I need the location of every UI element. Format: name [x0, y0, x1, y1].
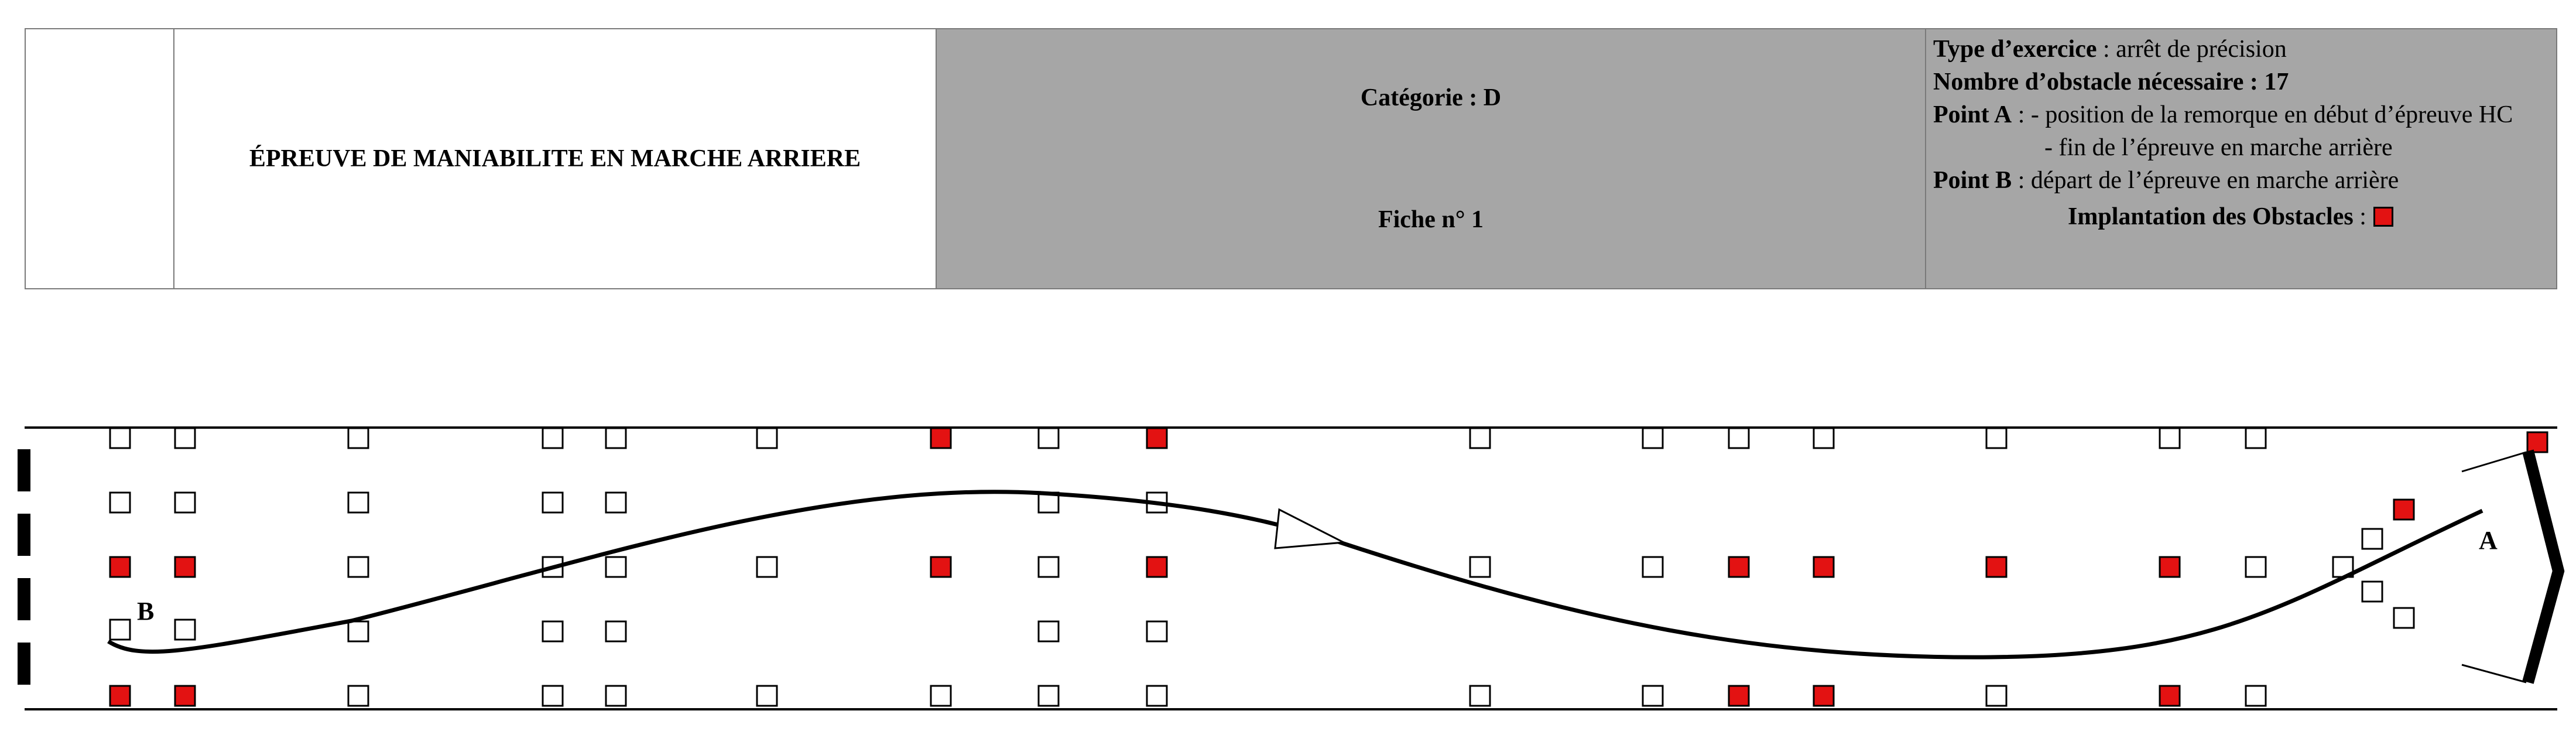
direction-arrow-icon [1274, 508, 1347, 549]
obstacle-white [347, 620, 369, 643]
exercise-title: ÉPREUVE DE MANIABILITE EN MARCHE ARRIERE [173, 28, 937, 289]
obstacle-white [347, 491, 369, 514]
obstacle-white [1146, 620, 1168, 643]
obstacle-white [2393, 607, 2415, 629]
exercise-type: Type d’exercice : arrêt de précision [1933, 36, 2287, 63]
obstacle-white [1469, 427, 1491, 449]
obstacle-white [756, 685, 778, 707]
obstacle-red [1728, 685, 1750, 707]
obstacle-white [542, 685, 564, 707]
obstacle-white [1469, 685, 1491, 707]
point-a-label: A [2479, 526, 2498, 555]
reversing-path [107, 490, 2483, 660]
obstacle-white [174, 427, 196, 449]
obstacle-white [1469, 556, 1491, 578]
obstacle-white [109, 427, 131, 449]
header-blank-cell [25, 28, 174, 289]
obstacle-white [2159, 427, 2181, 449]
obstacle-white [1985, 427, 2008, 449]
end-guide-line [2461, 664, 2527, 684]
sheet-number: Fiche n° 1 [1378, 206, 1484, 233]
obstacle-white [2361, 528, 2383, 550]
obstacle-white [2245, 685, 2267, 707]
end-zone [2461, 449, 2565, 684]
obstacle-red [2393, 498, 2415, 521]
obstacles [109, 427, 2548, 707]
obstacle-red [1813, 685, 1835, 707]
obstacle-white [756, 427, 778, 449]
point-a-desc: Point A : - position de la remorque en d… [1933, 101, 2513, 161]
obstacle-white [605, 685, 627, 707]
obstacle-white [2245, 556, 2267, 578]
obstacle-red [1813, 556, 1835, 578]
obstacle-white [605, 427, 627, 449]
lane-boundaries [25, 426, 2557, 710]
obstacle-white [1037, 427, 1060, 449]
point-b-desc: Point B : départ de l’épreuve en marche … [1933, 167, 2399, 194]
obstacle-white [347, 685, 369, 707]
barrier-bar [18, 514, 30, 556]
obstacle-white [347, 427, 369, 449]
obstacle-red [2526, 431, 2548, 453]
obstacle-white [542, 427, 564, 449]
start-barrier [18, 449, 30, 685]
obstacle-white [174, 619, 196, 641]
obstacle-white [930, 685, 952, 707]
obstacle-white [1037, 556, 1060, 578]
obstacle-white [542, 491, 564, 514]
obstacle-white [1728, 427, 1750, 449]
obstacle-red [1146, 556, 1168, 578]
obstacle-white [605, 556, 627, 578]
obstacle-white [756, 556, 778, 578]
obstacle-white [1642, 427, 1664, 449]
obstacle-white [1642, 685, 1664, 707]
obstacle-red [930, 427, 952, 449]
header-table: ÉPREUVE DE MANIABILITE EN MARCHE ARRIERE… [25, 28, 2557, 289]
obstacle-red [1146, 427, 1168, 449]
category-cell: Catégorie : D Fiche n° 1 [936, 28, 1926, 289]
obstacle-white [1037, 685, 1060, 707]
obstacle-white [174, 491, 196, 514]
red-obstacle-swatch-icon [2373, 207, 2393, 227]
obstacle-white [109, 619, 131, 641]
obstacle-red [930, 556, 952, 578]
obstacle-white [1813, 427, 1835, 449]
obstacle-red [174, 685, 196, 707]
info-cell: Type d’exercice : arrêt de précision Nom… [1925, 28, 2557, 289]
obstacle-white [2361, 580, 2383, 603]
obstacle-red [109, 556, 131, 578]
obstacle-red [174, 556, 196, 578]
obstacle-red [2159, 685, 2181, 707]
end-chevron [2522, 449, 2565, 684]
category-label: Catégorie : D [1360, 84, 1502, 111]
obstacles-needed: Nombre d’obstacle nécessaire : 17 [1933, 69, 2289, 95]
obstacle-white [605, 620, 627, 643]
obstacle-red [109, 685, 131, 707]
point-b-label: B [137, 597, 154, 626]
obstacle-white [2245, 427, 2267, 449]
barrier-bar [18, 643, 30, 685]
obstacle-white [542, 620, 564, 643]
obstacle-white [347, 556, 369, 578]
obstacle-red [1728, 556, 1750, 578]
obstacle-white [1642, 556, 1664, 578]
obstacle-legend: Implantation des Obstacles : [1933, 200, 2550, 233]
obstacle-white [109, 491, 131, 514]
obstacle-white [605, 491, 627, 514]
obstacle-red [1985, 556, 2008, 578]
obstacle-white [1146, 685, 1168, 707]
obstacle-red [2159, 556, 2181, 578]
obstacle-white [1037, 620, 1060, 643]
obstacle-white [1985, 685, 2008, 707]
end-guide-line [2461, 451, 2527, 473]
barrier-bar [18, 449, 30, 491]
barrier-bar [18, 578, 30, 620]
